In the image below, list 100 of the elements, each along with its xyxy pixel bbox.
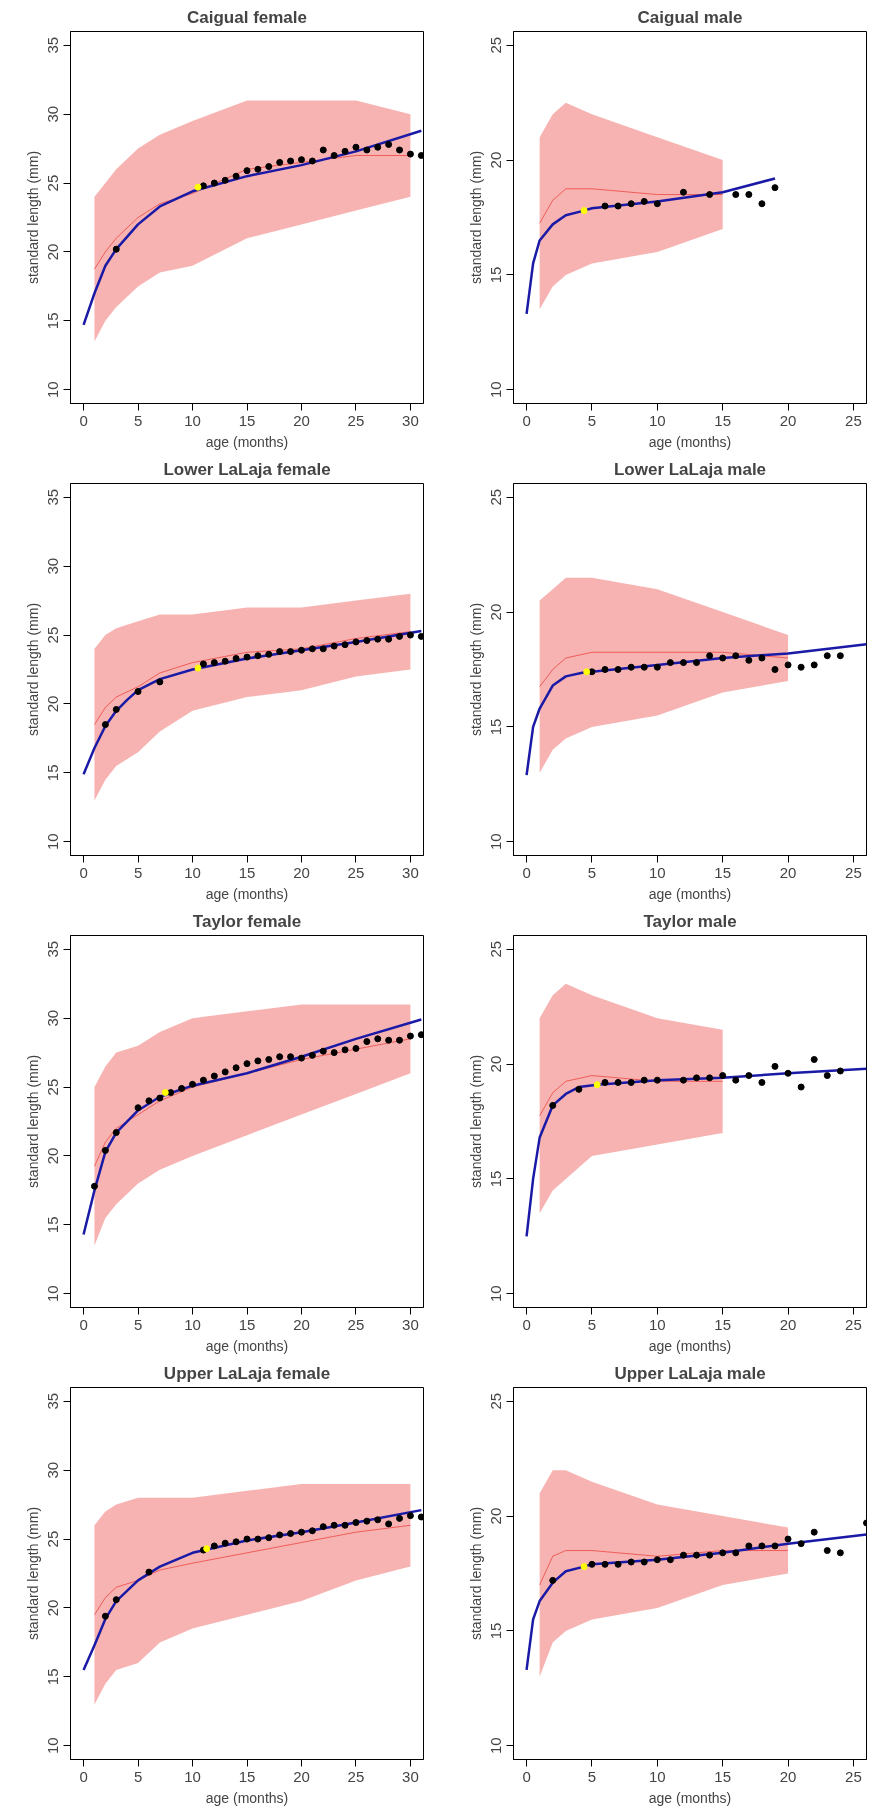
point bbox=[167, 1089, 175, 1097]
point bbox=[745, 1072, 753, 1080]
line-series bbox=[525, 177, 777, 316]
x-tick-label: 30 bbox=[402, 1315, 419, 1333]
point bbox=[308, 1051, 316, 1059]
point bbox=[232, 654, 240, 662]
x-axis-title: age (months) bbox=[648, 885, 732, 902]
point bbox=[161, 1089, 169, 1097]
x-tick-label: 25 bbox=[845, 411, 862, 429]
point bbox=[385, 1036, 393, 1044]
point bbox=[194, 664, 202, 672]
x-tick-label: 5 bbox=[133, 1767, 143, 1785]
y-tick-label: 30 bbox=[44, 1461, 62, 1479]
x-tick-label: 10 bbox=[648, 1315, 666, 1333]
point bbox=[203, 1545, 211, 1553]
point bbox=[406, 1032, 414, 1040]
y-tick-label: 25 bbox=[487, 36, 505, 54]
x-tick-label: 0 bbox=[522, 1315, 531, 1333]
y-tick-label: 30 bbox=[44, 1009, 62, 1027]
point bbox=[319, 1047, 327, 1055]
point bbox=[601, 1560, 609, 1568]
point bbox=[276, 1053, 284, 1061]
point bbox=[221, 1068, 229, 1076]
point bbox=[265, 650, 273, 658]
point bbox=[297, 646, 305, 654]
point bbox=[614, 1560, 622, 1568]
x-tick-label: 20 bbox=[293, 1767, 310, 1785]
point bbox=[823, 1072, 831, 1080]
point bbox=[385, 635, 393, 643]
x-tick-label: 15 bbox=[714, 411, 732, 429]
point bbox=[693, 1074, 701, 1082]
point bbox=[112, 1596, 120, 1604]
y-tick-label: 20 bbox=[44, 243, 62, 261]
point bbox=[836, 1067, 844, 1075]
x-tick-label: 20 bbox=[779, 1315, 797, 1333]
point bbox=[771, 1542, 779, 1550]
point bbox=[265, 1056, 273, 1063]
point bbox=[653, 663, 661, 671]
y-tick-label: 25 bbox=[44, 626, 62, 644]
point bbox=[232, 1064, 240, 1072]
point bbox=[417, 1031, 424, 1039]
x-tick-label: 0 bbox=[522, 863, 531, 881]
point bbox=[549, 1101, 557, 1109]
x-tick-label: 20 bbox=[293, 411, 310, 429]
point bbox=[221, 657, 229, 665]
point bbox=[580, 207, 588, 215]
point bbox=[640, 1558, 648, 1566]
point bbox=[134, 1104, 142, 1112]
point bbox=[396, 632, 404, 640]
point bbox=[640, 1076, 648, 1084]
x-tick-label: 10 bbox=[184, 1767, 201, 1785]
point bbox=[810, 1528, 818, 1536]
y-axis-title: standard length (mm) bbox=[24, 150, 41, 285]
y-tick-label: 15 bbox=[44, 312, 62, 330]
point bbox=[254, 1535, 262, 1543]
y-tick-label: 35 bbox=[44, 1392, 62, 1410]
point bbox=[276, 1531, 284, 1539]
x-tick-label: 20 bbox=[779, 411, 797, 429]
point bbox=[374, 1035, 382, 1043]
point bbox=[319, 1523, 327, 1531]
point bbox=[601, 666, 609, 673]
point bbox=[352, 1519, 360, 1527]
point bbox=[653, 1076, 661, 1084]
x-tick-label: 5 bbox=[587, 411, 597, 429]
x-tick-label: 0 bbox=[79, 1315, 88, 1333]
line-series bbox=[525, 1067, 867, 1238]
point bbox=[385, 140, 393, 148]
point bbox=[101, 721, 109, 729]
point bbox=[396, 1514, 404, 1522]
point bbox=[156, 1094, 164, 1102]
y-axis-title: standard length (mm) bbox=[467, 1054, 484, 1189]
point bbox=[243, 1535, 251, 1543]
y-tick-label: 20 bbox=[487, 151, 505, 169]
point bbox=[243, 653, 251, 661]
point bbox=[653, 200, 661, 208]
x-tick-label: 5 bbox=[133, 1315, 143, 1333]
y-tick-label: 35 bbox=[44, 940, 62, 958]
point bbox=[374, 143, 382, 151]
x-tick-label: 10 bbox=[184, 863, 201, 881]
x-tick-label: 15 bbox=[238, 411, 256, 429]
point bbox=[706, 191, 714, 199]
chart-title: Lower LaLaja female bbox=[163, 459, 331, 479]
chart-title: Lower LaLaja male bbox=[613, 459, 767, 479]
x-tick-label: 0 bbox=[522, 411, 531, 429]
point bbox=[588, 1560, 596, 1568]
point bbox=[797, 1540, 805, 1548]
point bbox=[797, 663, 805, 671]
y-axis-title: standard length (mm) bbox=[24, 602, 41, 737]
x-tick-label: 0 bbox=[79, 1767, 88, 1785]
point bbox=[330, 642, 338, 650]
point bbox=[90, 1182, 98, 1190]
x-tick-label: 30 bbox=[402, 863, 419, 881]
point bbox=[297, 1528, 305, 1536]
y-tick-label: 10 bbox=[487, 1737, 505, 1755]
point bbox=[745, 191, 753, 199]
point bbox=[276, 158, 284, 166]
point bbox=[341, 1046, 349, 1054]
y-tick-label: 10 bbox=[44, 381, 62, 399]
y-tick-label: 15 bbox=[487, 266, 505, 284]
point bbox=[771, 666, 779, 673]
